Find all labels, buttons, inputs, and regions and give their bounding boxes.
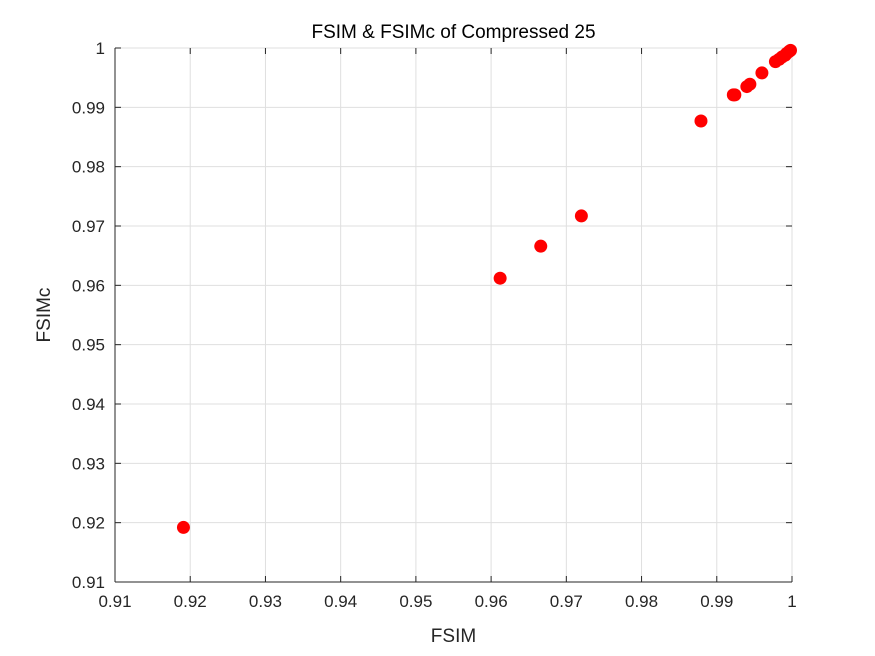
x-tick-label: 0.97 (550, 592, 583, 611)
y-tick-label: 0.96 (72, 276, 105, 295)
data-point (574, 209, 588, 223)
x-axis-title: FSIM (431, 626, 476, 647)
y-tick-label: 0.97 (72, 217, 105, 236)
data-point (743, 77, 757, 91)
x-tick-label: 0.95 (399, 592, 432, 611)
y-tick-label: 0.98 (72, 158, 105, 177)
axes (114, 47, 793, 583)
plot-area (115, 48, 792, 582)
y-tick-label: 1 (96, 39, 105, 58)
x-tick-label: 1 (787, 592, 796, 611)
data-point (493, 271, 507, 285)
y-tick-label: 0.94 (72, 395, 105, 414)
y-tick-label: 0.91 (72, 573, 105, 592)
y-tick-label: 0.92 (72, 514, 105, 533)
x-tick-label: 0.96 (475, 592, 508, 611)
y-tick-label: 0.99 (72, 98, 105, 117)
y-tick-label: 0.93 (72, 454, 105, 473)
x-tick-label: 0.92 (174, 592, 207, 611)
tick-labels: 0.91 0.92 0.93 0.94 0.95 0.96 0.97 0.98 0.99 1 0.9… (72, 39, 797, 611)
chart-title: FSIM & FSIMc of Compressed 25 (311, 22, 595, 43)
data-point (176, 520, 190, 534)
x-tick-label: 0.94 (324, 592, 357, 611)
data-point (728, 88, 742, 102)
x-tick-label: 0.98 (625, 592, 658, 611)
data-points (176, 43, 797, 534)
x-tick-label: 0.93 (249, 592, 282, 611)
y-tick-label: 0.95 (72, 336, 105, 355)
data-point (694, 114, 708, 128)
data-point (755, 66, 769, 80)
x-tick-label: 0.91 (98, 592, 131, 611)
y-axis-title: FSIMc (34, 288, 55, 343)
x-tick-label: 0.99 (700, 592, 733, 611)
data-point (783, 43, 797, 57)
data-point (534, 239, 548, 253)
